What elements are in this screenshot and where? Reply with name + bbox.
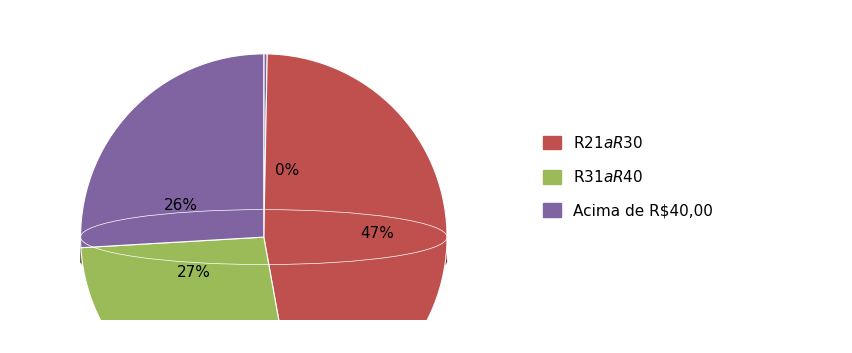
Text: 27%: 27% [176, 265, 210, 280]
Legend: R$21 a R$30, R$31 a R$40, Acima de R$40,00: R$21 a R$30, R$31 a R$40, Acima de R$40,… [536, 128, 718, 225]
Text: 47%: 47% [360, 226, 394, 241]
Wedge shape [263, 54, 446, 353]
Ellipse shape [80, 233, 446, 288]
Polygon shape [296, 236, 446, 288]
Wedge shape [81, 237, 296, 353]
Polygon shape [81, 239, 296, 288]
Text: 0%: 0% [275, 163, 299, 178]
Text: 26%: 26% [164, 198, 198, 214]
Wedge shape [263, 54, 267, 237]
Wedge shape [80, 54, 263, 248]
